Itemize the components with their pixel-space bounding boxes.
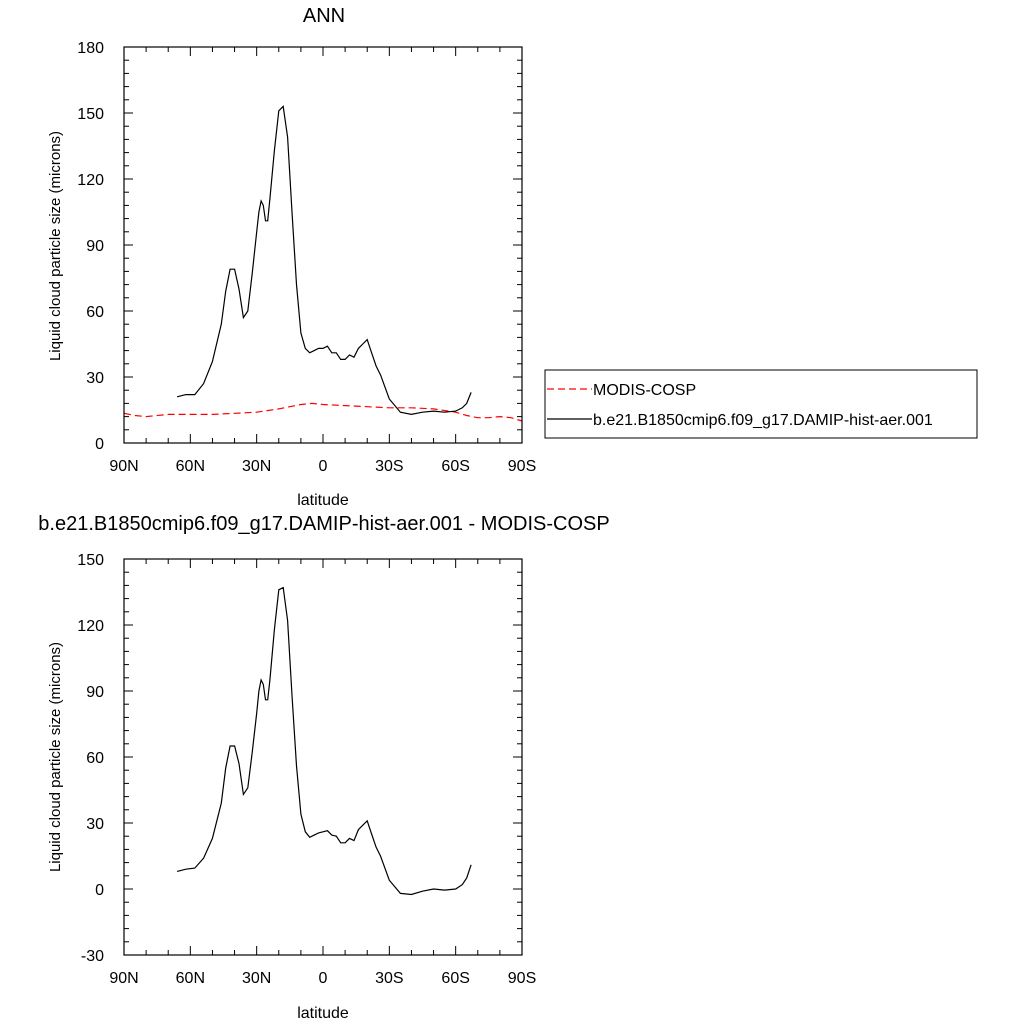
bottom-chart-xlabel: latitude — [297, 1005, 349, 1022]
x-tick-label: 60S — [441, 458, 469, 475]
x-tick-label: 60S — [441, 970, 469, 987]
top-chart-plot-area: 90N 60N 30N 0 30S 60S 90S 0 30 60 90 120 150 180 — [77, 40, 536, 475]
bottom-chart-panel: b.e21.B1850cmip6.f09_g17.DAMIP-hist-aer.… — [38, 513, 609, 1022]
series-line-b-e21-b1850cmip6-f09-g17-damip-hist-aer-001 — [176, 105, 472, 416]
y-tick-label: 90 — [86, 684, 104, 701]
y-tick-label: 0 — [95, 436, 104, 453]
y-tick-label: 90 — [86, 238, 104, 255]
bottom-chart-title: b.e21.B1850cmip6.f09_g17.DAMIP-hist-aer.… — [38, 513, 609, 535]
plot-frame — [123, 46, 523, 444]
y-tick-label: 120 — [77, 618, 104, 635]
top-chart-panel: ANN Liquid cloud particle size (microns)… — [47, 5, 978, 509]
bottom-chart-ylabel: Liquid cloud particle size (microns) — [47, 642, 64, 872]
y-tick-label: 60 — [86, 750, 104, 767]
y-tick-label: 30 — [86, 816, 104, 833]
legend-box — [544, 369, 978, 439]
x-tick-label: 90N — [109, 970, 138, 987]
top-chart-ylabel: Liquid cloud particle size (microns) — [47, 131, 64, 361]
x-tick-label: 60N — [176, 458, 205, 475]
legend-label-modis: MODIS-COSP — [593, 382, 696, 399]
x-tick-label: 90S — [508, 970, 536, 987]
y-tick-label: 30 — [86, 370, 104, 387]
y-tick-label: 120 — [77, 172, 104, 189]
bottom-chart-plot-area: 90N 60N 30N 0 30S 60S 90S -30 0 30 60 90 120 150 — [77, 552, 536, 987]
x-tick-label: 0 — [319, 458, 328, 475]
series-line-difference — [176, 586, 472, 896]
top-chart-xlabel: latitude — [297, 492, 349, 509]
x-tick-label: 30S — [375, 970, 403, 987]
y-tick-label: 150 — [77, 552, 104, 569]
plot-frame — [123, 558, 523, 956]
legend: MODIS-COSP b.e21.B1850cmip6.f09_g17.DAMI… — [544, 369, 978, 439]
x-tick-label: 30N — [242, 458, 271, 475]
x-tick-label: 0 — [319, 970, 328, 987]
x-tick-label: 30N — [242, 970, 271, 987]
y-tick-label: 60 — [86, 304, 104, 321]
x-tick-label: 30S — [375, 458, 403, 475]
x-tick-label: 60N — [176, 970, 205, 987]
y-tick-label: 0 — [95, 882, 104, 899]
x-tick-label: 90S — [508, 458, 536, 475]
x-tick-label: 90N — [109, 458, 138, 475]
y-tick-label: -30 — [81, 948, 104, 965]
legend-label-model: b.e21.B1850cmip6.f09_g17.DAMIP-hist-aer.… — [593, 412, 933, 429]
y-tick-label: 150 — [77, 106, 104, 123]
top-chart-title: ANN — [303, 5, 345, 27]
series-line-modis-cosp — [123, 402, 523, 422]
y-tick-label: 180 — [77, 40, 104, 57]
